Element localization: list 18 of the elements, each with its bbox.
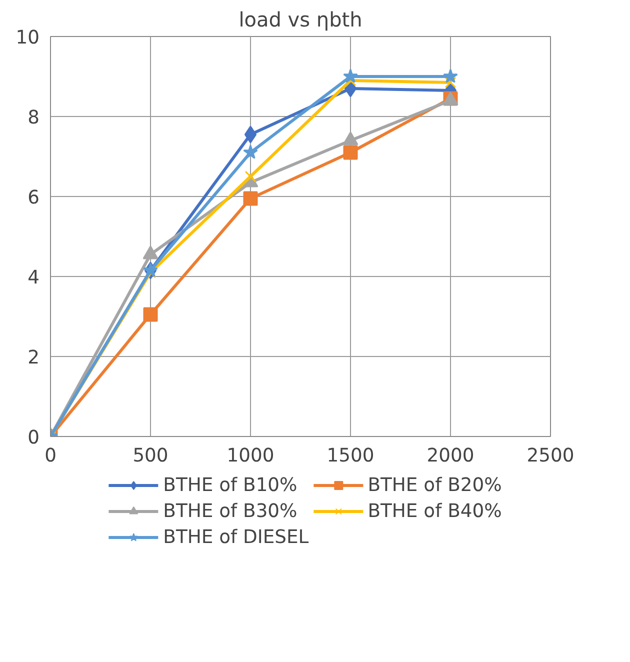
y-tick-label: 6 — [28, 188, 40, 208]
x-tick-label: 0 — [44, 446, 56, 466]
legend-label: BTHE of B10% — [163, 474, 298, 496]
x-tick-label: 2000 — [426, 446, 474, 466]
x-tick-label: 2500 — [526, 446, 574, 466]
chart-title: load vs ηbth — [238, 8, 362, 32]
y-tick-label: 8 — [28, 108, 40, 128]
y-tick-label: 10 — [16, 28, 40, 48]
y-tick-label: 2 — [28, 348, 40, 368]
y-tick-label: 0 — [28, 428, 40, 448]
legend-label: BTHE of B40% — [368, 500, 502, 522]
legend-label: BTHE of B20% — [368, 474, 502, 496]
legend-label: BTHE of B30% — [163, 500, 298, 522]
x-tick-label: 500 — [132, 446, 168, 466]
legend-label: BTHE of DIESEL — [163, 526, 309, 548]
x-tick-label: 1000 — [226, 446, 274, 466]
x-tick-label: 1500 — [326, 446, 374, 466]
y-tick-label: 4 — [28, 268, 40, 288]
